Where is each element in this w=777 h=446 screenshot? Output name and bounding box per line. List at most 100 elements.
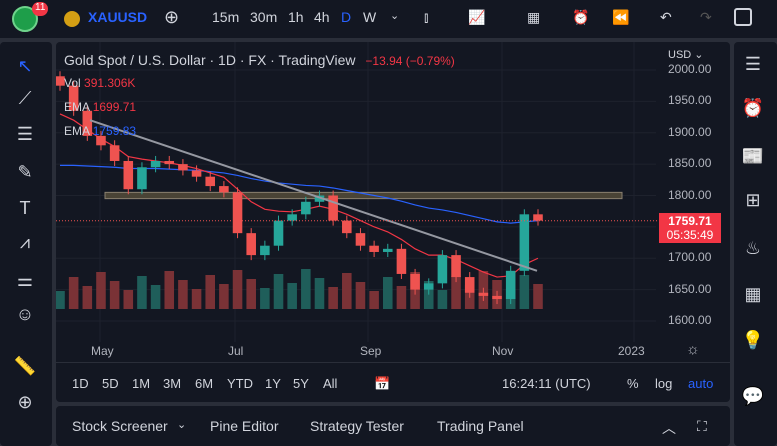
replay-icon[interactable]: ⏪ — [612, 9, 630, 25]
interval-30m[interactable]: 30m — [250, 9, 278, 25]
interval-15m[interactable]: 15m — [212, 9, 240, 25]
pattern-icon[interactable]: ⩘ — [19, 232, 31, 252]
cursor-icon[interactable]: ↖ — [17, 56, 33, 76]
candle — [505, 270, 516, 300]
alert-icon[interactable]: ⏰ — [572, 9, 590, 25]
candle — [437, 255, 448, 284]
time-tick: Jul — [228, 344, 244, 358]
range-ytd[interactable]: YTD — [227, 376, 253, 391]
volume-bar — [205, 275, 216, 309]
layout-icon[interactable]: ▦ — [527, 9, 541, 25]
volume-bar — [137, 276, 147, 309]
price-tick: 1950.00 — [668, 93, 712, 108]
candle — [150, 160, 161, 168]
price-chart[interactable] — [56, 42, 730, 362]
calendar-icon[interactable]: ▦ — [744, 284, 762, 304]
volume-bar — [314, 278, 325, 309]
volume-bar — [150, 285, 161, 309]
ideas-icon[interactable]: 💡 — [741, 330, 765, 350]
range-1y[interactable]: 1Y — [265, 376, 281, 391]
prediction-icon[interactable]: ⚌ — [16, 270, 34, 290]
brush-icon[interactable]: ✎ — [17, 162, 33, 182]
tab-stock-screener[interactable]: Stock Screener — [72, 418, 168, 434]
candle — [205, 176, 216, 187]
range-5d[interactable]: 5D — [102, 376, 119, 391]
candle — [123, 160, 134, 190]
chevron-down-icon[interactable]: ⌄ — [177, 419, 187, 431]
symbol-search[interactable]: XAUUSD — [88, 9, 148, 25]
chart-legend: Gold Spot / U.S. Dollar · 1D · FX · Trad… — [64, 52, 455, 68]
candles-icon[interactable]: ⫾ — [424, 9, 429, 25]
currency-select[interactable]: USD ⌄ — [668, 49, 704, 61]
ema1-label: EMA — [64, 100, 90, 114]
interval-4h[interactable]: 4h — [314, 9, 330, 25]
range-6m[interactable]: 6M — [195, 376, 214, 391]
clock[interactable]: 16:24:11 (UTC) — [502, 376, 591, 391]
ema1-value: 1699.71 — [92, 100, 137, 114]
price-change: −13.94 (−0.79%) — [365, 54, 455, 68]
zoom-in-icon[interactable]: ⊕ — [17, 392, 33, 412]
range-3m[interactable]: 3M — [163, 376, 182, 391]
candle — [314, 195, 325, 202]
candle — [355, 233, 366, 246]
log-toggle[interactable]: log — [655, 376, 673, 391]
text-icon[interactable]: T — [19, 198, 31, 218]
fib-icon[interactable]: ☰ — [16, 124, 34, 144]
ema2-legend[interactable]: EMA 1759.83 — [64, 124, 136, 138]
candle — [56, 76, 65, 86]
candle — [137, 167, 147, 190]
candle — [382, 248, 393, 252]
volume-bar — [273, 274, 284, 309]
vol-label: Vol — [64, 76, 81, 90]
candle — [342, 220, 352, 234]
time-tick: Nov — [492, 344, 514, 358]
indicators-icon[interactable]: 📈 — [468, 9, 486, 25]
ruler-icon[interactable]: 📏 — [13, 356, 37, 376]
interval-1h[interactable]: 1h — [288, 9, 304, 25]
hotlist-icon[interactable]: ♨ — [744, 238, 762, 258]
alarm-icon[interactable]: ⏰ — [741, 98, 765, 118]
volume-bar — [328, 287, 338, 309]
collapse-icon[interactable]: ︿ — [662, 420, 676, 436]
news-icon[interactable]: 📰 — [741, 146, 765, 166]
notification-badge: 11 — [32, 2, 49, 16]
volume-legend[interactable]: Vol 391.306K — [64, 76, 135, 90]
bottom-panel — [56, 406, 730, 446]
chevron-down-icon[interactable]: ⌄ — [390, 10, 400, 22]
volume-bar — [423, 281, 434, 309]
interval-w[interactable]: W — [363, 9, 377, 25]
tab-strategy-tester[interactable]: Strategy Tester — [310, 418, 404, 434]
candle — [109, 145, 120, 161]
gold-icon — [64, 11, 80, 27]
candle — [478, 292, 489, 296]
maximize-icon[interactable]: ⛶ — [697, 418, 707, 434]
tab-pine-editor[interactable]: Pine Editor — [210, 418, 279, 434]
range-1d[interactable]: 1D — [72, 376, 89, 391]
range-1m[interactable]: 1M — [132, 376, 151, 391]
undo-icon[interactable]: ↶ — [660, 9, 672, 25]
add-list-icon[interactable]: ⊞ — [745, 190, 761, 210]
ema1-legend[interactable]: EMA 1699.71 — [64, 100, 136, 114]
range-5y[interactable]: 5Y — [293, 376, 309, 391]
volume-bar — [342, 273, 352, 309]
price-tick: 1600.00 — [668, 313, 712, 327]
auto-toggle[interactable]: auto — [688, 376, 714, 391]
percent-toggle[interactable]: % — [627, 376, 639, 391]
tab-trading-panel[interactable]: Trading Panel — [437, 418, 524, 434]
redo-icon[interactable]: ↷ — [700, 9, 712, 25]
emoji-icon[interactable]: ☺ — [15, 304, 35, 324]
layout-save-icon[interactable] — [734, 8, 752, 26]
trendline-icon[interactable]: ⟋ — [18, 88, 32, 108]
bar-countdown: 05:35:49 — [666, 228, 714, 242]
watchlist-icon[interactable]: ☰ — [744, 54, 762, 74]
chat-icon[interactable]: 💬 — [741, 386, 765, 406]
interval-d[interactable]: D — [341, 9, 352, 25]
settings-sun-icon[interactable]: ☼ — [686, 341, 700, 358]
chart-panel: Gold Spot / U.S. Dollar · 1D · FX · Trad… — [56, 42, 730, 402]
candle — [191, 170, 202, 177]
vol-value: 391.306K — [84, 76, 136, 90]
goto-date-icon[interactable]: 📅 — [374, 376, 391, 391]
compare-add-icon[interactable]: ⊕ — [164, 7, 180, 27]
range-all[interactable]: All — [323, 376, 338, 391]
candle — [328, 195, 338, 221]
